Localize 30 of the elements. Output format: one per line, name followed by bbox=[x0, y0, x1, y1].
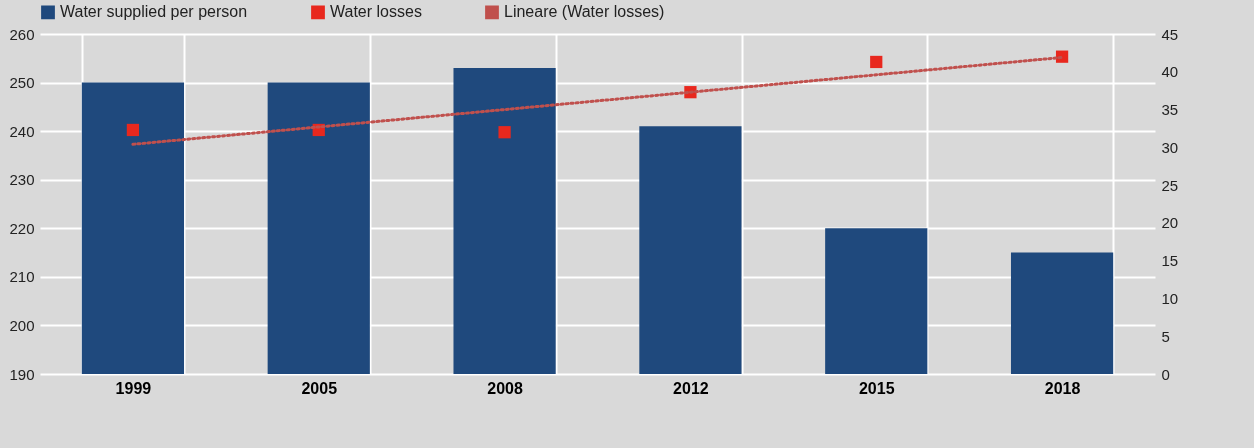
y2-tick-label: 5 bbox=[1161, 327, 1170, 345]
y-tick-label: 240 bbox=[9, 122, 35, 140]
x-tick-label: 1999 bbox=[115, 379, 152, 397]
y2-tick-label: 10 bbox=[1161, 289, 1179, 307]
point bbox=[870, 55, 883, 69]
y2-tick-label: 15 bbox=[1161, 252, 1179, 270]
x-tick-label: 2018 bbox=[1044, 379, 1081, 397]
legend-label: Water supplied per person bbox=[60, 3, 248, 21]
y2-tick-label: 40 bbox=[1161, 63, 1179, 81]
x-tick-label: 2005 bbox=[301, 379, 338, 397]
y2-tick-label: 30 bbox=[1161, 138, 1179, 156]
x-tick-label: 2015 bbox=[858, 379, 895, 397]
y-tick-label: 250 bbox=[9, 74, 35, 92]
x-tick-label: 2012 bbox=[673, 379, 709, 397]
y-tick-label: 200 bbox=[9, 316, 35, 334]
y2-tick-label: 20 bbox=[1161, 214, 1179, 232]
legend-label: Lineare (Water losses) bbox=[504, 3, 665, 21]
y-tick-label: 260 bbox=[9, 25, 35, 43]
legend-label: Water losses bbox=[330, 3, 422, 21]
y2-tick-label: 0 bbox=[1161, 365, 1170, 383]
y-tick-label: 210 bbox=[9, 268, 35, 286]
point bbox=[126, 123, 140, 137]
y-tick-label: 190 bbox=[9, 365, 35, 383]
y2-tick-label: 35 bbox=[1161, 101, 1179, 119]
x-tick-label: 2008 bbox=[487, 379, 523, 397]
y2-tick-label: 25 bbox=[1161, 176, 1179, 194]
y-tick-label: 230 bbox=[9, 171, 35, 189]
y-tick-label: 220 bbox=[9, 219, 35, 237]
y2-tick-label: 45 bbox=[1161, 25, 1179, 43]
point bbox=[498, 126, 511, 139]
